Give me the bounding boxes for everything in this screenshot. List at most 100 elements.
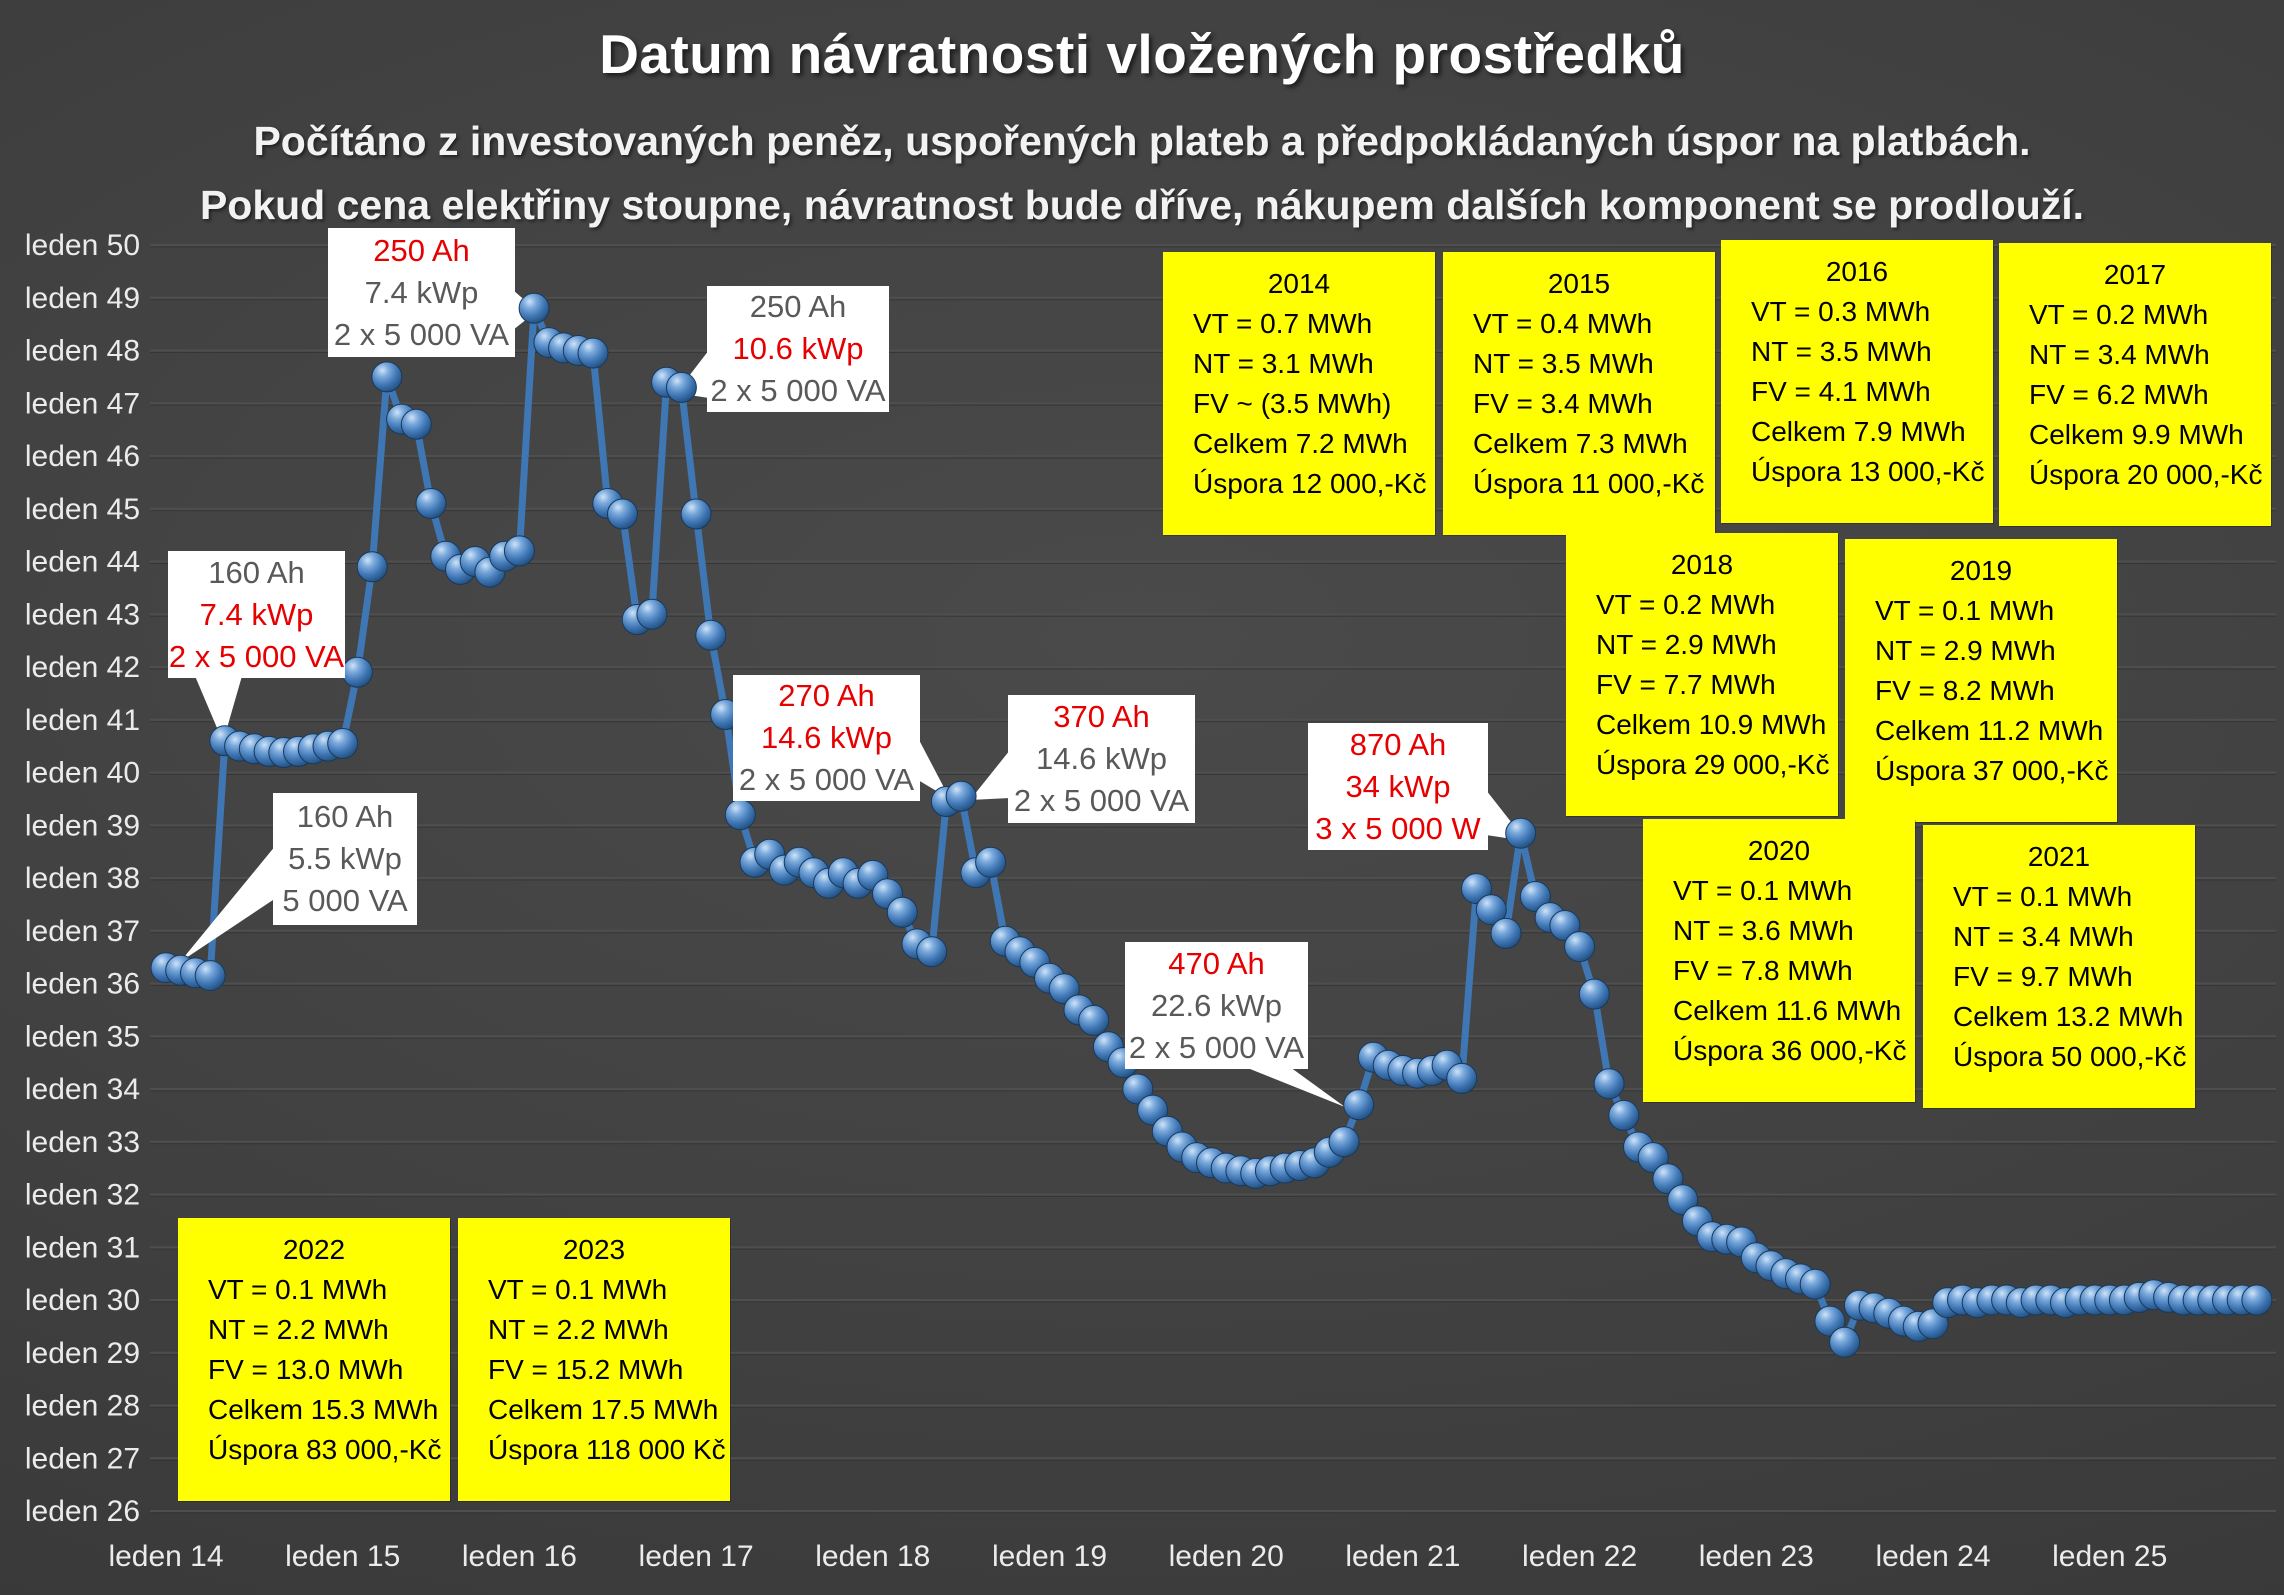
callout-pointer-470ah-226kwp xyxy=(1245,1067,1345,1107)
year-summary-line: FV = 9.7 MWh xyxy=(1953,961,2133,992)
year-summary-line: FV = 15.2 MWh xyxy=(488,1354,684,1385)
year-summary-line: NT = 3.4 MWh xyxy=(2029,339,2210,370)
callout-pointer-160ah-74kwp xyxy=(195,676,242,742)
data-point-marker xyxy=(503,535,535,567)
callout-line: 14.6 kWp xyxy=(1036,741,1167,776)
year-summary-title: 2016 xyxy=(1825,256,1889,287)
y-axis-tick-label: leden 44 xyxy=(25,546,140,579)
data-point-marker xyxy=(1799,1268,1831,1300)
callout-line: 2 x 5 000 VA xyxy=(168,638,345,674)
data-point-marker xyxy=(356,551,388,583)
year-summary-line: Úspora 83 000,-Kč xyxy=(208,1434,442,1465)
data-point-marker xyxy=(1578,978,1610,1010)
year-summary-2020: 2020 VT = 0.1 MWh NT = 3.6 MWh FV = 7.8 MWh… xyxy=(1643,819,1915,1102)
data-point-marker xyxy=(400,408,432,440)
y-axis-tick-label: leden 33 xyxy=(25,1126,140,1159)
callout-470ah-226kwp: 470 Ah 22.6 kWp 2 x 5 000 VA xyxy=(1125,942,1308,1069)
year-summary-line: Celkem 15.3 MWh xyxy=(208,1394,439,1425)
callout-160ah-74kwp: 160 Ah 7.4 kWp 2 x 5 000 VA xyxy=(168,551,345,678)
callout-270ah-146kwp: 270 Ah 14.6 kWp 2 x 5 000 VA xyxy=(733,675,920,801)
data-point-marker xyxy=(1328,1126,1360,1158)
data-point-marker xyxy=(518,292,550,324)
year-summary-line: FV = 8.2 MWh xyxy=(1875,675,2055,706)
year-summary-line: Úspora 50 000,-Kč xyxy=(1953,1041,2187,1072)
callout-line: 370 Ah xyxy=(1053,699,1150,734)
data-point-marker xyxy=(1505,817,1537,849)
callout-line: 14.6 kWp xyxy=(761,720,892,755)
x-axis-tick-label: leden 24 xyxy=(1875,1540,1990,1573)
x-axis-tick-label: leden 17 xyxy=(639,1540,754,1573)
callout-line: 10.6 kWp xyxy=(732,331,864,366)
year-summary-line: FV = 13.0 MWh xyxy=(208,1354,404,1385)
y-axis-tick-label: leden 26 xyxy=(25,1495,140,1528)
year-summary-title: 2015 xyxy=(1547,268,1611,299)
y-axis-tick-label: leden 48 xyxy=(25,335,140,368)
year-summary-line: Úspora 118 000 Kč xyxy=(488,1434,726,1465)
data-point-marker xyxy=(975,846,1007,878)
data-point-marker xyxy=(665,371,697,403)
year-summary-2019: 2019 VT = 0.1 MWh NT = 2.9 MWh FV = 8.2 MWh… xyxy=(1845,539,2117,822)
year-summary-line: Celkem 11.6 MWh xyxy=(1673,995,1902,1026)
callout-line: 470 Ah xyxy=(1168,945,1265,981)
year-summary-title: 2022 xyxy=(282,1234,346,1265)
year-summary-2016: 2016 VT = 0.3 MWh NT = 3.5 MWh FV = 4.1 MWh… xyxy=(1721,240,1993,523)
year-summary-title: 2014 xyxy=(1267,268,1331,299)
y-axis-tick-label: leden 27 xyxy=(25,1442,140,1475)
year-summary-line: Úspora 37 000,-Kč xyxy=(1875,755,2109,786)
chart-subtitle-line2: Pokud cena elektřiny stoupne, návratnost… xyxy=(199,182,2085,228)
year-summary-line: Celkem 7.2 MWh xyxy=(1193,428,1408,459)
callout-line: 2 x 5 000 VA xyxy=(333,316,510,352)
y-axis-tick-label: leden 37 xyxy=(25,915,140,948)
callout-line: 34 kWp xyxy=(1345,768,1451,804)
x-axis-tick-label: leden 23 xyxy=(1699,1540,1814,1573)
year-summary-2018: 2018 VT = 0.2 MWh NT = 2.9 MWh FV = 7.7 MWh… xyxy=(1566,533,1838,816)
data-point-marker xyxy=(724,799,756,831)
callout-line: 3 x 5 000 W xyxy=(1315,810,1481,846)
year-summary-line: FV ~ (3.5 MWh) xyxy=(1193,388,1392,419)
x-axis-tick-label: leden 21 xyxy=(1345,1540,1460,1573)
year-summary-line: Celkem 13.2 MWh xyxy=(1953,1001,2184,1032)
data-point-marker xyxy=(415,488,447,519)
year-summary-title: 2019 xyxy=(1949,555,2013,586)
year-summary-line: Celkem 10.9 MWh xyxy=(1596,709,1827,740)
data-point-marker xyxy=(1446,1062,1478,1094)
year-summary-line: Celkem 11.2 MWh xyxy=(1875,715,2104,746)
year-summary-line: Celkem 7.9 MWh xyxy=(1751,416,1966,447)
data-point-marker xyxy=(695,619,727,651)
data-point-marker xyxy=(1564,931,1596,963)
y-axis-tick-label: leden 35 xyxy=(25,1020,140,1053)
data-point-marker xyxy=(886,896,918,928)
data-point-marker xyxy=(636,598,668,630)
year-summary-line: FV = 7.8 MWh xyxy=(1673,955,1853,986)
year-summary-line: VT = 0.1 MWh xyxy=(488,1274,668,1305)
year-summary-line: Celkem 9.9 MWh xyxy=(2029,419,2244,450)
y-axis-tick-label: leden 49 xyxy=(25,282,140,315)
data-point-marker xyxy=(194,960,226,992)
x-axis-tick-label: leden 15 xyxy=(285,1540,400,1573)
year-summary-line: Úspora 36 000,-Kč xyxy=(1673,1035,1907,1066)
year-summary-line: VT = 0.2 MWh xyxy=(1596,589,1776,620)
y-axis-tick-label: leden 47 xyxy=(25,387,140,420)
x-axis-tick-label: leden 19 xyxy=(992,1540,1107,1573)
y-axis-tick-label: leden 31 xyxy=(25,1231,140,1264)
callout-line: 5 000 VA xyxy=(282,883,408,918)
data-point-marker xyxy=(607,498,638,530)
year-summary-2021: 2021 VT = 0.1 MWh NT = 3.4 MWh FV = 9.7 MWh… xyxy=(1923,825,2195,1108)
callout-line: 2 x 5 000 VA xyxy=(1013,783,1190,818)
year-summary-line: NT = 3.5 MWh xyxy=(1473,348,1654,379)
year-summary-title: 2020 xyxy=(1747,835,1811,866)
year-summary-line: FV = 6.2 MWh xyxy=(2029,379,2209,410)
year-summary-line: VT = 0.4 MWh xyxy=(1473,308,1653,339)
year-summary-line: VT = 0.1 MWh xyxy=(1875,595,2055,626)
year-summary-line: VT = 0.1 MWh xyxy=(1953,881,2133,912)
year-summary-line: NT = 2.2 MWh xyxy=(488,1314,669,1345)
chart-subtitle-line1: Počítáno z investovaných peněz, uspořený… xyxy=(253,118,2031,164)
callout-line: 22.6 kWp xyxy=(1151,987,1282,1023)
year-summary-title: 2017 xyxy=(2103,259,2167,290)
year-summary-line: Úspora 11 000,-Kč xyxy=(1473,468,1705,499)
y-axis-tick-label: leden 41 xyxy=(25,704,140,737)
year-summary-2017: 2017 VT = 0.2 MWh NT = 3.4 MWh FV = 6.2 MWh… xyxy=(1999,243,2271,526)
data-point-marker xyxy=(1608,1099,1640,1131)
year-summary-line: Celkem 7.3 MWh xyxy=(1473,428,1688,459)
